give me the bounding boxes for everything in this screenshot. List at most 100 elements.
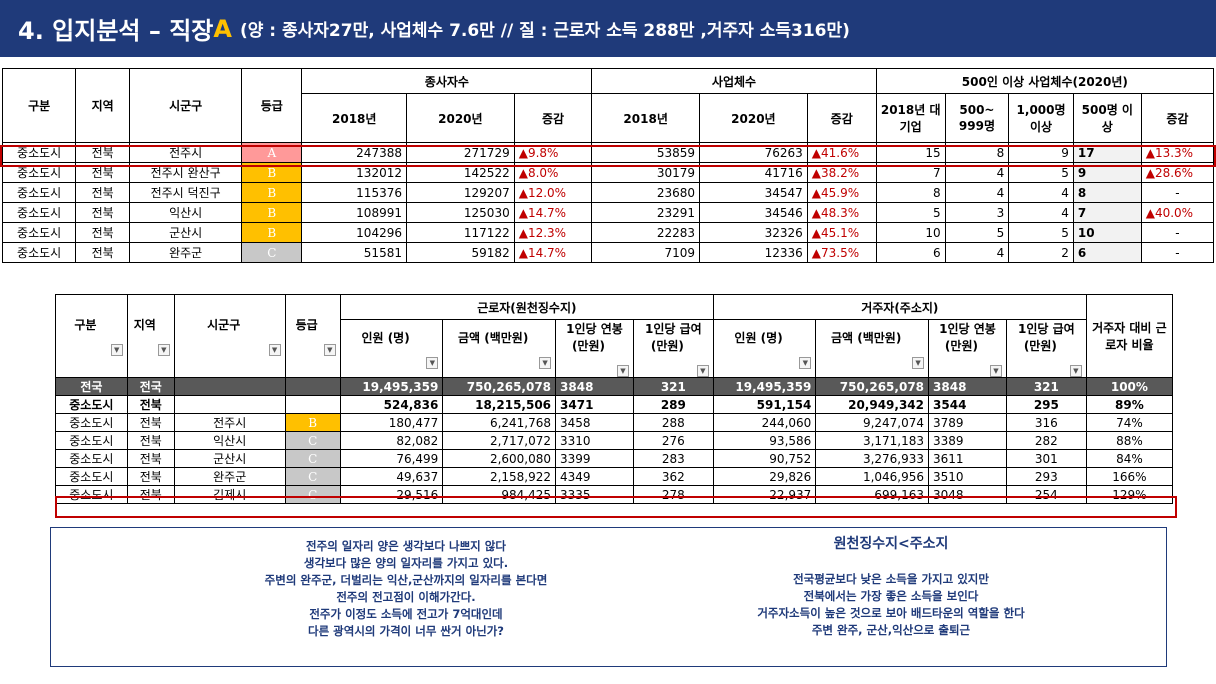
cell-grade-empty bbox=[284, 395, 341, 414]
cell-wy: 3471 bbox=[555, 395, 634, 414]
cell-wp: 76,499 bbox=[339, 449, 444, 468]
cell-gtot: 8 bbox=[1072, 182, 1142, 203]
cell-wa: 750,265,078 bbox=[442, 377, 557, 396]
header-bc: 증감 bbox=[806, 93, 877, 143]
header2-region[interactable]: 지역 ▼ bbox=[126, 294, 175, 378]
cell-region: 전북 bbox=[126, 395, 175, 414]
filter-dropdown-icon[interactable]: ▼ bbox=[799, 356, 812, 369]
cell-ra: 9,247,074 bbox=[815, 413, 930, 432]
cell-ry: 3544 bbox=[928, 395, 1007, 414]
table-row: 중소도시 전북 김제시 C 29,516 984,425 3335 278 22… bbox=[55, 485, 1174, 504]
cell-gtot: 17 bbox=[1072, 142, 1142, 163]
cell-gubun: 중소도시 bbox=[55, 485, 128, 504]
header2-grade[interactable]: 등급 ▼ bbox=[284, 294, 341, 378]
cell-gubun: 중소도시 bbox=[55, 467, 128, 486]
filter-dropdown-icon[interactable]: ▼ bbox=[426, 356, 439, 369]
cell-wp: 180,477 bbox=[339, 413, 444, 432]
cell-wm: 283 bbox=[632, 449, 714, 468]
cell-w18: 51581 bbox=[301, 242, 407, 263]
cell-b18: 7109 bbox=[591, 242, 701, 263]
cell-sigungu-empty bbox=[173, 395, 286, 414]
cell-g500: 8 bbox=[944, 142, 1010, 163]
filter-dropdown-icon[interactable]: ▼ bbox=[696, 365, 709, 377]
cell-w18: 108991 bbox=[301, 202, 407, 223]
table-row: 중소도시 전북 군산시 C 76,499 2,600,080 3399 283 … bbox=[55, 449, 1174, 468]
header2-ratio[interactable]: 거주자 대비 근로자 비율 bbox=[1085, 294, 1174, 378]
filter-dropdown-icon[interactable]: ▼ bbox=[989, 365, 1002, 377]
commentary-line: 전주의 일자리 양은 생각보다 나쁘지 않다 bbox=[306, 539, 506, 553]
cell-wy: 3458 bbox=[555, 413, 634, 432]
table-row: 중소도시 전북 524,836 18,215,506 3471 289 591,… bbox=[55, 395, 1174, 414]
cell-wy: 4349 bbox=[555, 467, 634, 486]
cell-b18: 23680 bbox=[591, 182, 701, 203]
cell-ratio: 88% bbox=[1085, 431, 1174, 450]
filter-dropdown-icon[interactable]: ▼ bbox=[1069, 365, 1082, 377]
cell-rm: 321 bbox=[1005, 377, 1087, 396]
cell-region: 전북 bbox=[75, 142, 131, 163]
header2-amount[interactable]: 금액 (백만원) ▼ bbox=[815, 319, 930, 378]
filter-dropdown-icon[interactable]: ▼ bbox=[539, 356, 552, 369]
cell-g18: 15 bbox=[875, 142, 946, 163]
cell-sigungu: 완주군 bbox=[129, 242, 243, 263]
cell-wy: 3335 bbox=[555, 485, 634, 504]
cell-sigungu: 완주군 bbox=[173, 467, 286, 486]
header2-amount[interactable]: 금액 (백만원) ▼ bbox=[442, 319, 557, 378]
cell-b18: 22283 bbox=[591, 222, 701, 243]
cell-rp: 90,752 bbox=[712, 449, 817, 468]
cell-gc: ▲40.0% bbox=[1140, 202, 1215, 223]
cell-wp: 82,082 bbox=[339, 431, 444, 450]
header-wc: 증감 bbox=[513, 93, 593, 143]
filter-dropdown-icon[interactable]: ▼ bbox=[616, 365, 629, 377]
filter-dropdown-icon[interactable]: ▼ bbox=[323, 344, 336, 356]
cell-g500: 3 bbox=[944, 202, 1010, 223]
header2-monthly[interactable]: 1인당 급여 (만원) ▼ bbox=[1005, 319, 1087, 378]
cell-bc: ▲41.6% bbox=[806, 142, 877, 163]
cell-b20: 34547 bbox=[699, 182, 808, 203]
cell-sigungu: 전주시 덕진구 bbox=[129, 182, 243, 203]
header2-annual[interactable]: 1인당 연봉 (만원) ▼ bbox=[555, 319, 634, 378]
grade-badge: B bbox=[241, 202, 303, 223]
grade-badge: C bbox=[284, 431, 341, 450]
filter-dropdown-icon[interactable]: ▼ bbox=[157, 344, 170, 356]
cell-wa: 6,241,768 bbox=[442, 413, 557, 432]
header2-sigungu[interactable]: 시군구 ▼ bbox=[173, 294, 286, 378]
cell-rp: 244,060 bbox=[712, 413, 817, 432]
cell-wm: 278 bbox=[632, 485, 714, 504]
header2-gubun[interactable]: 구분 ▼ bbox=[55, 294, 128, 378]
cell-ry: 3611 bbox=[928, 449, 1007, 468]
cell-ratio: 89% bbox=[1085, 395, 1174, 414]
cell-wa: 2,600,080 bbox=[442, 449, 557, 468]
filter-dropdown-icon[interactable]: ▼ bbox=[912, 356, 925, 369]
cell-w20: 59182 bbox=[405, 242, 515, 263]
cell-wm: 276 bbox=[632, 431, 714, 450]
cell-g1000: 9 bbox=[1008, 142, 1074, 163]
cell-sigungu: 군산시 bbox=[173, 449, 286, 468]
cell-wc: ▲12.0% bbox=[513, 182, 593, 203]
header2-annual[interactable]: 1인당 연봉 (만원) ▼ bbox=[928, 319, 1007, 378]
header-grade: 등급 bbox=[241, 68, 303, 143]
cell-region: 전국 bbox=[126, 377, 175, 396]
cell-b20: 12336 bbox=[699, 242, 808, 263]
cell-region: 전북 bbox=[126, 449, 175, 468]
cell-wm: 289 bbox=[632, 395, 714, 414]
header2-people[interactable]: 인원 (명) ▼ bbox=[339, 319, 444, 378]
cell-gtot: 9 bbox=[1072, 162, 1142, 183]
table-row: 중소도시 전북 전주시 B 180,477 6,241,768 3458 288… bbox=[55, 413, 1174, 432]
filter-dropdown-icon[interactable]: ▼ bbox=[110, 344, 123, 356]
cell-rp: 19,495,359 bbox=[712, 377, 817, 396]
header2-people[interactable]: 인원 (명) ▼ bbox=[712, 319, 817, 378]
cell-wc: ▲9.8% bbox=[513, 142, 593, 163]
cell-region: 전북 bbox=[126, 467, 175, 486]
cell-ratio: 129% bbox=[1085, 485, 1174, 504]
cell-ry: 3048 bbox=[928, 485, 1007, 504]
cell-bc: ▲38.2% bbox=[806, 162, 877, 183]
filter-dropdown-icon[interactable]: ▼ bbox=[268, 344, 281, 356]
cell-ratio: 84% bbox=[1085, 449, 1174, 468]
cell-wp: 19,495,359 bbox=[339, 377, 444, 396]
header2-monthly[interactable]: 1인당 급여 (만원) ▼ bbox=[632, 319, 714, 378]
grade-badge: B bbox=[241, 162, 303, 183]
header-w20: 2020년 bbox=[405, 93, 515, 143]
cell-sigungu-empty bbox=[173, 377, 286, 396]
title-bar: 4. 입지분석 – 직장 A (양 : 종사자27만, 사업체수 7.6만 // … bbox=[0, 0, 1216, 57]
cell-b20: 34546 bbox=[699, 202, 808, 223]
